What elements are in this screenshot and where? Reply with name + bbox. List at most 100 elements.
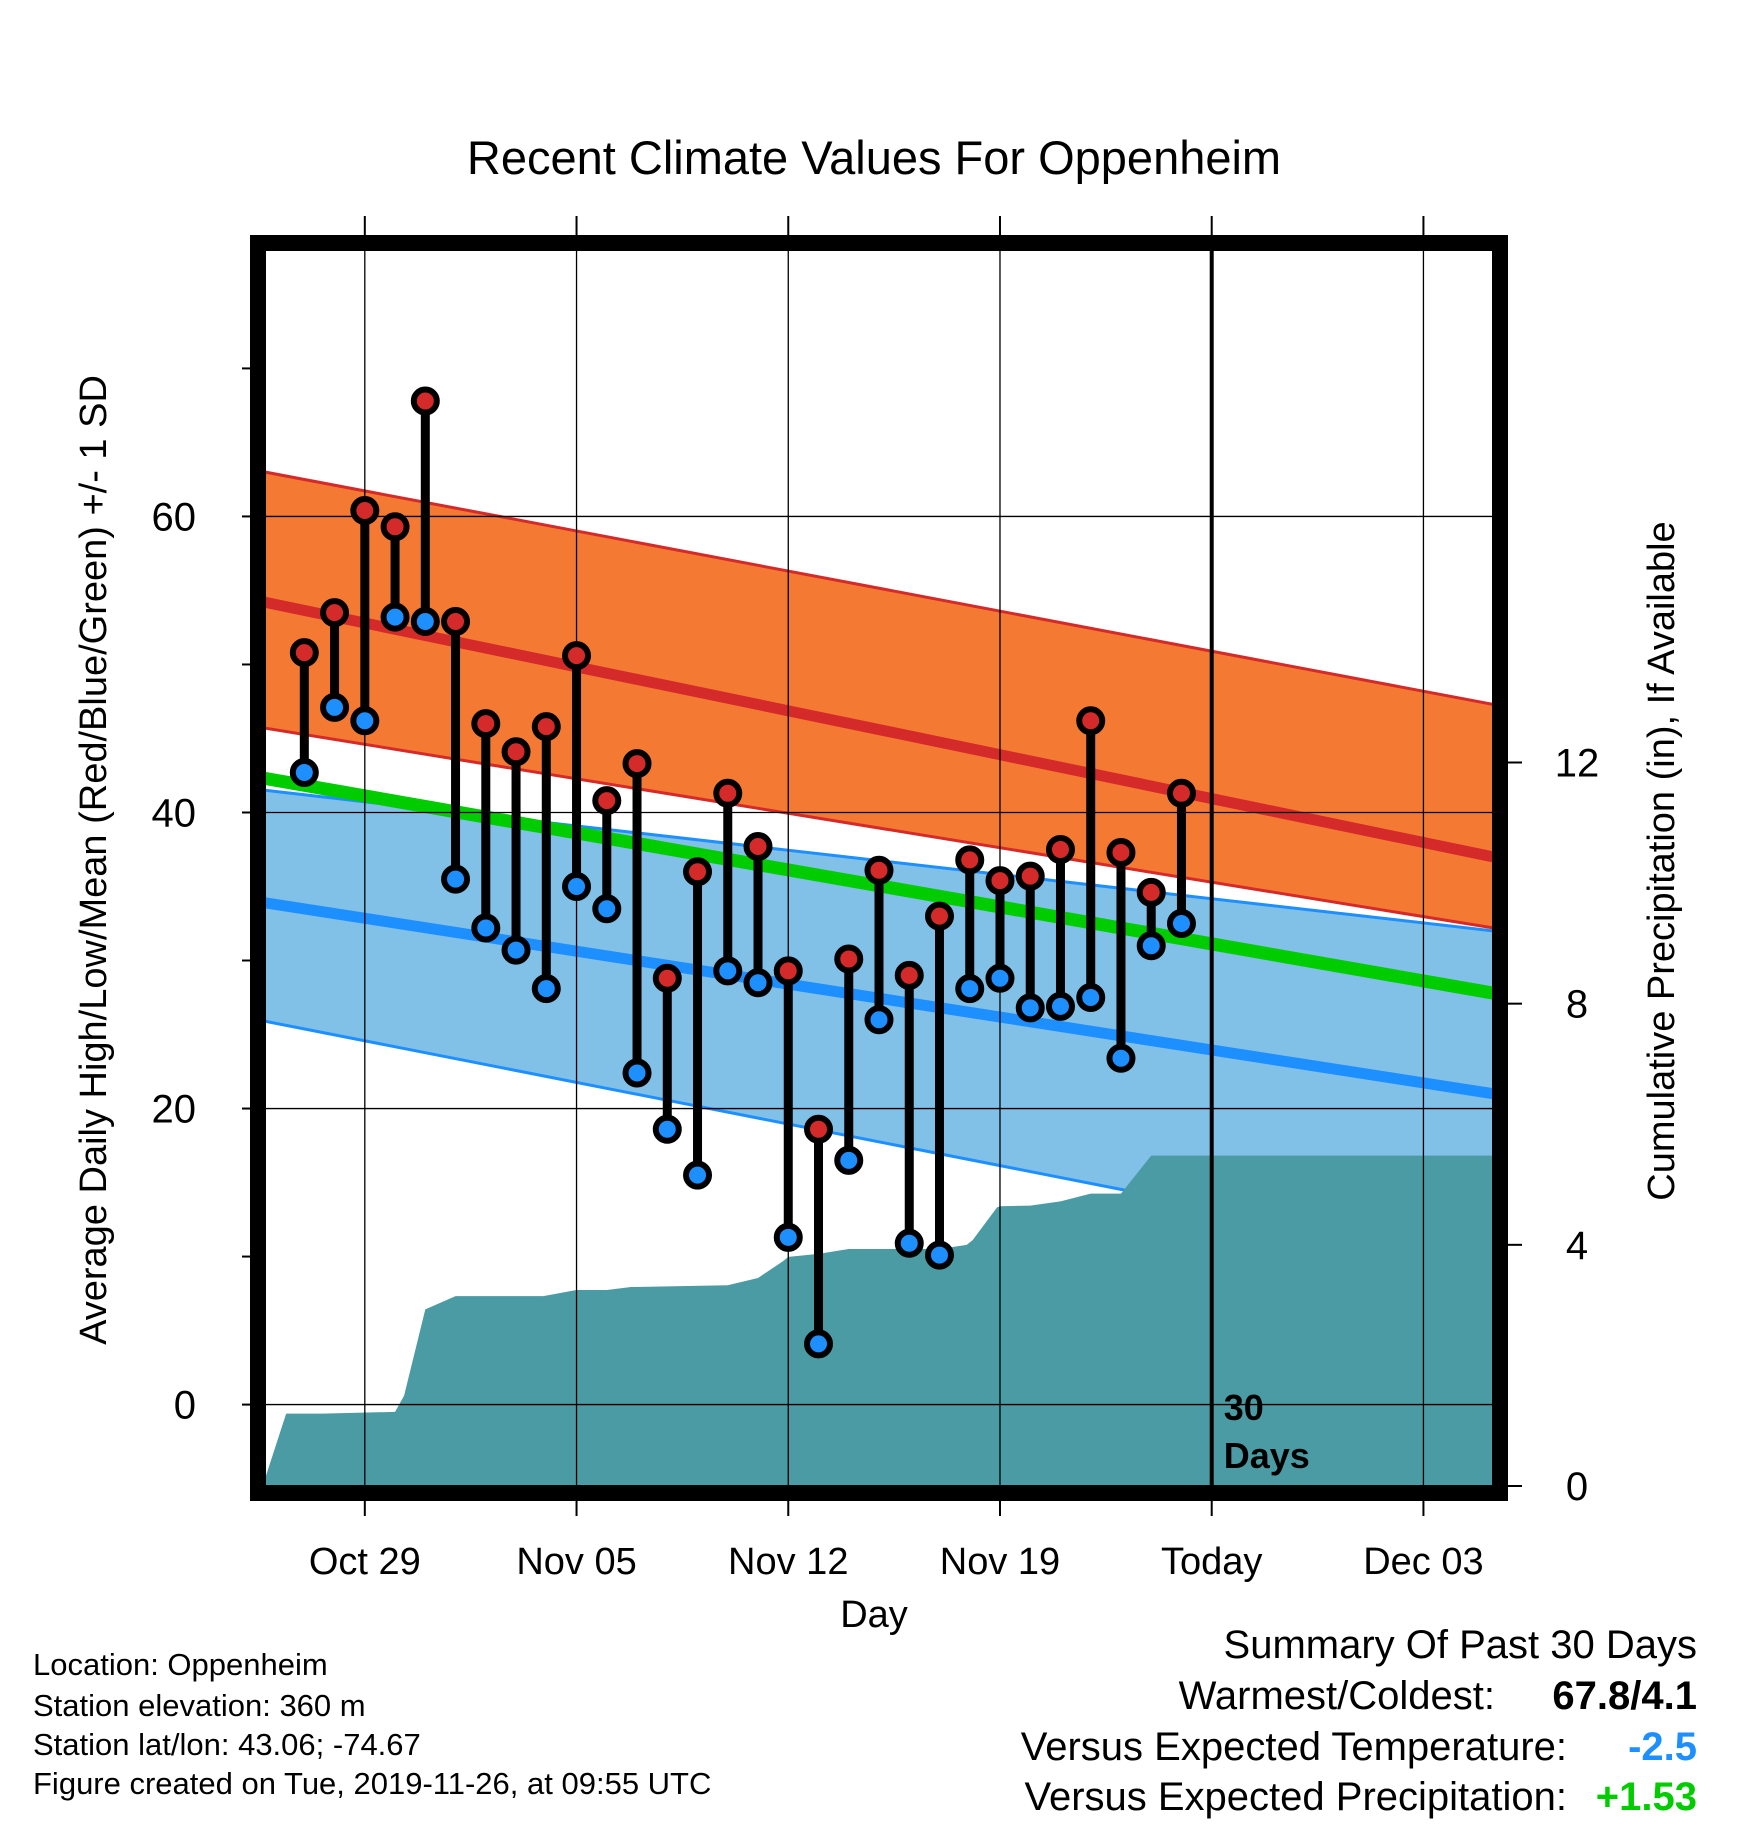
low-temp-marker [652, 1114, 682, 1144]
elevation-text: Station elevation: 360 m [33, 1688, 366, 1723]
high-temp-marker [562, 641, 592, 671]
y-tick-label: 60 [152, 495, 197, 539]
low-temp-marker [773, 1222, 803, 1252]
low-temp-marker [743, 968, 773, 998]
y2-tick-label: 12 [1555, 741, 1600, 785]
precipitation-area [265, 1155, 1493, 1486]
y-axis-label: Average Daily High/Low/Mean (Red/Blue/Gr… [73, 375, 115, 1345]
x-tick-label: Nov 05 [516, 1541, 636, 1583]
low-temp-marker [955, 974, 985, 1004]
high-temp-marker [501, 737, 531, 767]
today-annotation: 30 [1224, 1387, 1264, 1428]
high-temp-marker [834, 944, 864, 974]
low-temp-marker [894, 1228, 924, 1258]
high-temp-marker [894, 960, 924, 990]
low-temp-marker [864, 1005, 894, 1035]
precip-anomaly-label: Versus Expected Precipitation: [1024, 1775, 1567, 1819]
high-temp-marker [289, 638, 319, 668]
low-temp-marker [622, 1058, 652, 1088]
low-temp-marker [834, 1145, 864, 1175]
chart-title: Recent Climate Values For Oppenheim [467, 131, 1281, 184]
low-temp-marker [320, 692, 350, 722]
high-temp-marker [924, 901, 954, 931]
high-temp-marker [471, 709, 501, 739]
plot-frame [250, 235, 1508, 1501]
high-temp-marker [683, 857, 713, 887]
high-temp-marker [410, 386, 440, 416]
low-temp-marker [1166, 909, 1196, 939]
y-tick-label: 40 [152, 791, 197, 835]
low-temp-marker [501, 935, 531, 965]
high-temp-marker [864, 855, 894, 885]
y2-tick-label: 4 [1566, 1224, 1588, 1268]
high-temp-marker [592, 786, 622, 816]
high-temp-marker [441, 607, 471, 637]
y2-tick-label: 0 [1566, 1465, 1588, 1509]
y-tick-label: 20 [152, 1088, 197, 1132]
low-temp-marker [804, 1329, 834, 1359]
low-temp-marker [592, 894, 622, 924]
normal-high-line [265, 596, 1493, 863]
x-axis-label: Day [840, 1594, 908, 1636]
low-temp-marker [1136, 931, 1166, 961]
high-temp-marker [531, 712, 561, 742]
low-temp-marker [562, 872, 592, 902]
low-temp-marker [1076, 983, 1106, 1013]
low-temp-marker [1045, 991, 1075, 1021]
high-lower-sd-line [265, 726, 1493, 930]
low-temp-marker [924, 1240, 954, 1270]
low-temp-marker [1015, 993, 1045, 1023]
low-temp-marker [683, 1160, 713, 1190]
latlon-text: Station lat/lon: 43.06; -74.67 [33, 1727, 421, 1762]
created-text: Figure created on Tue, 2019-11-26, at 09… [33, 1766, 711, 1801]
low-temp-marker [1106, 1043, 1136, 1073]
high-temp-marker [1015, 861, 1045, 891]
low-temp-marker [713, 956, 743, 986]
high-temp-marker [1166, 778, 1196, 808]
x-tick-label: Dec 03 [1363, 1541, 1483, 1583]
low-temp-marker [441, 864, 471, 894]
x-tick-label: Nov 12 [728, 1541, 848, 1583]
precip-anomaly-value: +1.53 [1596, 1775, 1697, 1819]
low-temp-marker [410, 607, 440, 637]
temp-anomaly-label: Versus Expected Temperature: [1021, 1725, 1567, 1769]
high-temp-marker [350, 496, 380, 526]
high-temp-marker [320, 598, 350, 628]
summary-title: Summary Of Past 30 Days [1224, 1623, 1697, 1667]
high-temp-marker [773, 956, 803, 986]
today-annotation: Days [1224, 1435, 1310, 1476]
high-temp-marker [652, 963, 682, 993]
temp-anomaly-value: -2.5 [1628, 1725, 1697, 1769]
low-temp-marker [985, 963, 1015, 993]
high-normal-band [265, 472, 1493, 928]
warmest-coldest-value: 67.8/4.1 [1552, 1674, 1697, 1718]
x-tick-label: Today [1161, 1541, 1262, 1583]
low-temp-marker [289, 758, 319, 788]
location-text: Location: Oppenheim [33, 1647, 328, 1682]
low-temp-marker [350, 706, 380, 736]
high-temp-marker [1045, 834, 1075, 864]
high-temp-marker [804, 1114, 834, 1144]
station-info: Location: Oppenheim Station elevation: 3… [33, 1647, 711, 1801]
warmest-coldest-label: Warmest/Coldest: [1179, 1674, 1495, 1718]
high-upper-sd-line [265, 470, 1493, 706]
high-temp-marker [1076, 706, 1106, 736]
y2-tick-label: 8 [1566, 983, 1588, 1027]
x-tick-label: Oct 29 [309, 1541, 421, 1583]
high-temp-marker [713, 778, 743, 808]
summary-panel: Summary Of Past 30 Days Warmest/Coldest:… [1021, 1623, 1697, 1819]
high-temp-marker [985, 866, 1015, 896]
y2-axis-label: Cumulative Precipitation (in), If Availa… [1641, 521, 1683, 1200]
high-temp-marker [1136, 877, 1166, 907]
low-temp-marker [531, 974, 561, 1004]
low-temp-marker [380, 602, 410, 632]
x-tick-label: Nov 19 [940, 1541, 1060, 1583]
high-temp-marker [1106, 837, 1136, 867]
low-temp-marker [471, 913, 501, 943]
high-temp-marker [743, 832, 773, 862]
high-temp-marker [622, 749, 652, 779]
high-temp-marker [955, 845, 985, 875]
high-temp-marker [380, 512, 410, 542]
y-tick-label: 0 [174, 1384, 196, 1428]
